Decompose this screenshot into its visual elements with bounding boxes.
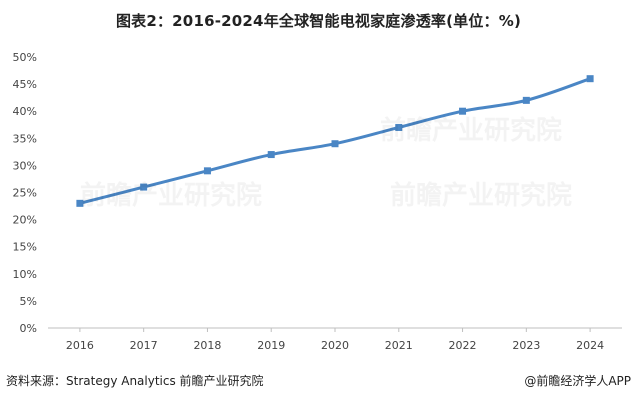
data-point [459,107,467,115]
x-tick-label: 2022 [449,339,477,352]
chart-title: 图表2：2016-2024年全球智能电视家庭渗透率(单位：%) [115,12,522,30]
y-tick-label: 45% [13,78,37,91]
y-tick-label: 25% [13,187,37,200]
data-point [203,167,211,175]
y-tick-label: 35% [13,132,37,145]
x-tick-label: 2016 [66,339,94,352]
y-tick-label: 20% [13,214,37,227]
y-tick-label: 5% [20,295,37,308]
data-point [76,199,84,207]
data-point [331,140,339,148]
data-point [395,123,403,131]
x-tick-label: 2020 [321,339,349,352]
x-tick-label: 2017 [130,339,158,352]
y-tick-label: 0% [20,322,37,335]
y-tick-label: 15% [13,241,37,254]
source-note: 资料来源：Strategy Analytics 前瞻产业研究院 [6,374,264,388]
data-point [522,96,530,104]
y-tick-label: 10% [13,268,37,281]
y-tick-label: 40% [13,105,37,118]
y-tick-label: 30% [13,159,37,172]
credit-note: @前瞻经济学人APP [524,374,631,388]
x-tick-label: 2023 [512,339,540,352]
x-tick-label: 2024 [576,339,604,352]
data-point [586,75,594,83]
data-point [140,183,148,191]
x-tick-label: 2019 [257,339,285,352]
data-point [267,151,275,159]
x-tick-label: 2018 [193,339,221,352]
y-tick-label: 50% [13,51,37,64]
x-tick-label: 2021 [385,339,413,352]
